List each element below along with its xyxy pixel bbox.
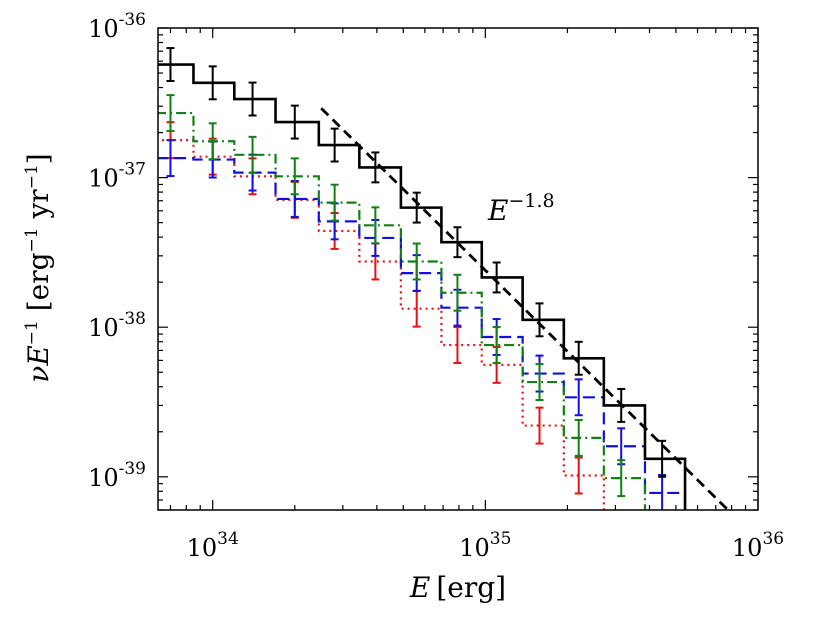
x-tick-label: 1034: [187, 529, 239, 562]
y-axis-label-unit-yr: yr: [22, 189, 55, 228]
series-total-errorbar: [412, 191, 421, 224]
series-green-errorbar: [166, 94, 175, 133]
series-red-errorbar: [453, 326, 462, 364]
series-total-errorbar: [248, 81, 257, 117]
series-red-errorbar: [574, 456, 583, 495]
series-total-errorbar: [290, 104, 299, 140]
y-axis-label-main: νE: [22, 345, 55, 382]
series-total-step-line: [158, 63, 687, 510]
series-green: [158, 94, 647, 510]
series-green-errorbar: [535, 363, 544, 401]
series-green-errorbar: [453, 273, 462, 312]
power-law-label-exponent: −1.8: [508, 190, 554, 212]
series-green-errorbar: [574, 418, 583, 457]
series-total-errorbar: [371, 151, 380, 184]
series-total: [158, 47, 687, 510]
y-axis-label-close: ]: [22, 153, 55, 164]
series-total-errorbar: [658, 439, 667, 478]
series-total-errorbar: [617, 387, 626, 423]
power-law-label-base: E: [487, 194, 508, 227]
x-axis-title: E [erg]: [409, 571, 506, 604]
x-tick-label: 1036: [732, 529, 784, 562]
plot-frame: [157, 27, 759, 511]
series-green-errorbar: [208, 122, 217, 161]
series-total-errorbar: [330, 127, 339, 163]
power-law-label: E−1.8: [487, 190, 555, 227]
series-total-errorbar: [208, 65, 217, 101]
y-axis-label-exp3: −1: [22, 164, 42, 189]
y-axis-label-unit-erg: [erg: [22, 252, 55, 320]
series-blue-errorbar: [574, 378, 583, 417]
series-green-errorbar: [330, 183, 339, 222]
series-total-errorbar: [492, 261, 501, 294]
y-tick-label: 10-38: [88, 309, 146, 342]
y-axis-label-exp1: −1: [22, 320, 42, 345]
series-green-errorbar: [248, 135, 257, 174]
x-axis-variable: E: [409, 571, 430, 604]
axis-ticks: [158, 27, 759, 511]
y-axis-label-exp2: −1: [22, 227, 42, 252]
series-green-errorbar: [492, 326, 501, 364]
series-green-errorbar: [617, 459, 626, 498]
x-axis-unit: [erg]: [436, 571, 506, 604]
series-total-errorbar: [453, 226, 462, 259]
series-total-errorbar: [574, 340, 583, 376]
plot-area: [158, 47, 731, 510]
series-total-errorbar: [535, 302, 544, 338]
y-tick-label: 10-36: [88, 10, 146, 43]
series-green-errorbar: [290, 157, 299, 196]
x-tick-label: 1035: [459, 529, 511, 562]
series-total-errorbar: [166, 47, 175, 82]
power-law-line: [320, 107, 731, 510]
series-green-errorbar: [371, 206, 380, 245]
series-green-errorbar: [412, 242, 421, 281]
y-tick-label: 10-37: [88, 160, 146, 193]
series-red-errorbar: [535, 406, 544, 445]
y-axis-title: νE−1 [erg−1 yr−1]: [22, 153, 55, 382]
series-blue-errorbar: [166, 139, 175, 178]
y-tick-label: 10-39: [88, 459, 146, 492]
